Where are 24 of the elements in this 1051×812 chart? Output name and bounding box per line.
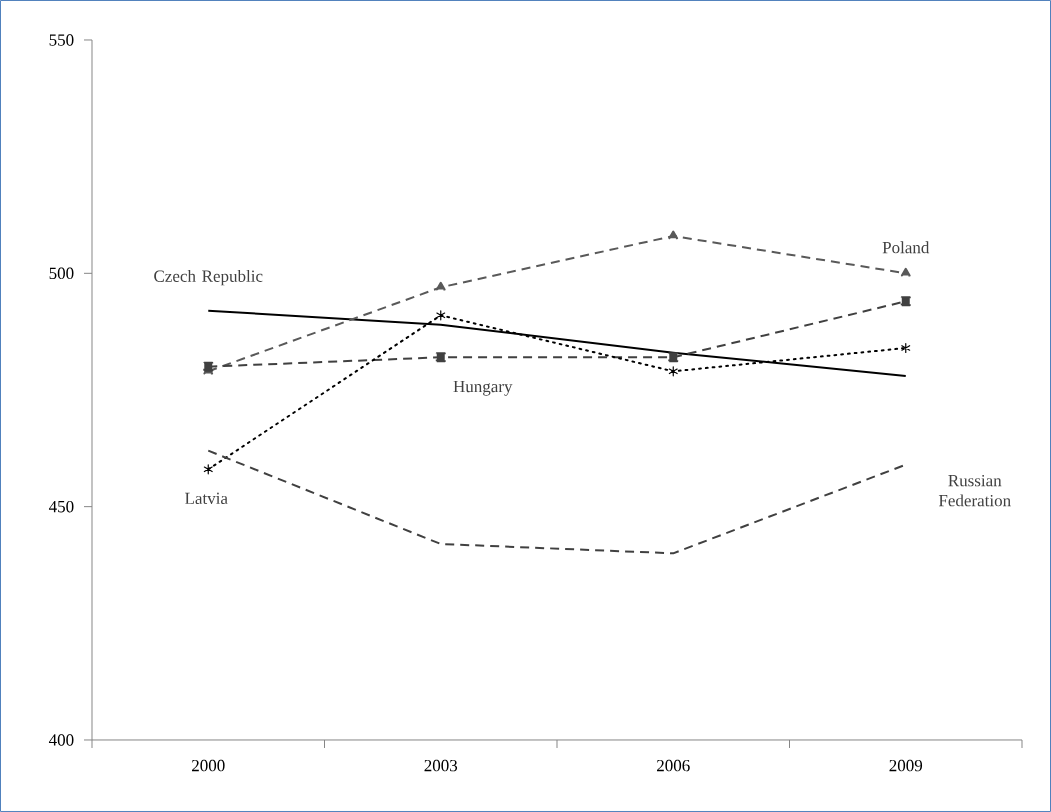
series-label: Hungary — [453, 380, 513, 396]
point — [203, 464, 213, 475]
point — [668, 230, 679, 240]
x-tick-label: 2000 — [192, 759, 225, 772]
y-tick-label: 500 — [49, 267, 74, 280]
series-label: Czech Republic — [154, 269, 263, 286]
point — [900, 296, 911, 307]
point — [668, 352, 679, 363]
x-tick-label: 2003 — [424, 759, 458, 772]
x-tick-label: 2009 — [889, 759, 923, 772]
point — [668, 366, 678, 377]
point — [435, 352, 446, 363]
point — [900, 267, 911, 277]
series-label: Latvia — [185, 492, 228, 505]
point — [901, 342, 911, 354]
point — [435, 281, 446, 291]
point — [436, 310, 446, 321]
x-tick-label: 2006 — [657, 759, 690, 772]
y-tick-label: 450 — [48, 500, 74, 513]
y-tick-label: 400 — [48, 734, 74, 746]
text: Russian Federation — [938, 474, 1011, 507]
series-label: Poland — [882, 241, 930, 254]
y-tick-label: 550 — [49, 34, 74, 46]
point — [203, 361, 214, 372]
